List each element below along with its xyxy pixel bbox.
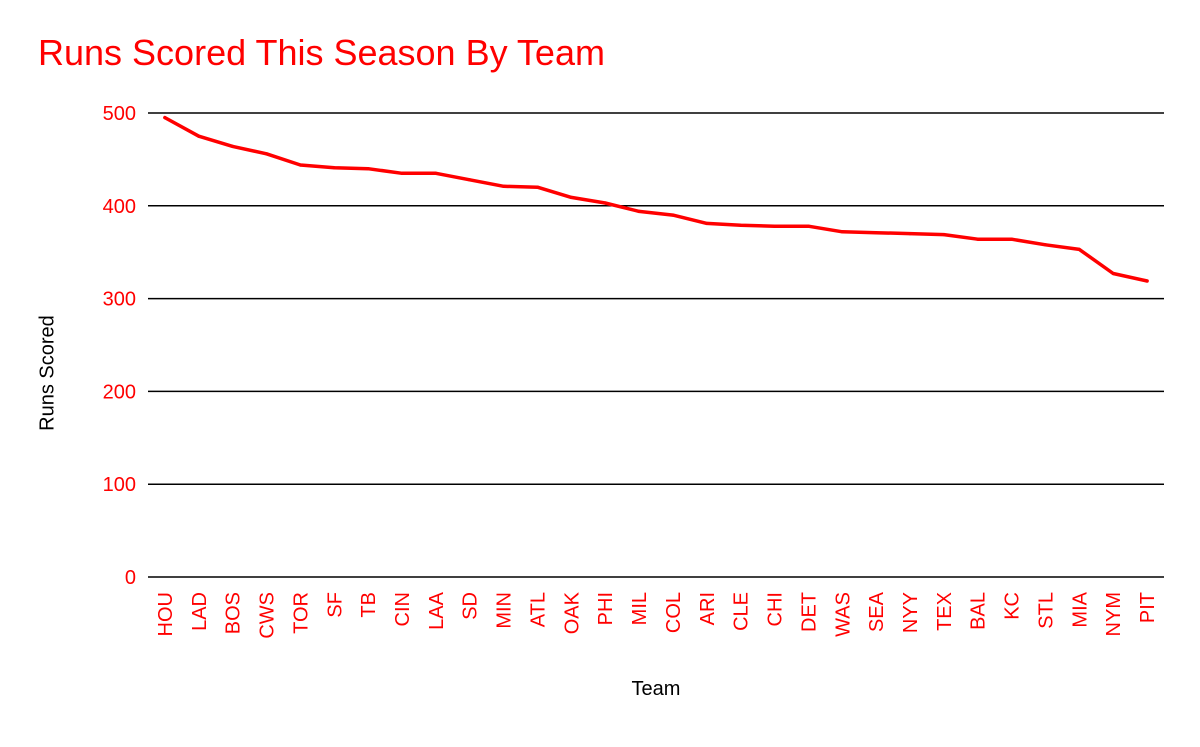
data-point-CHI: [772, 224, 777, 228]
x-tick-label: CIN: [392, 592, 414, 626]
data-point-COL: [671, 213, 675, 217]
x-tick-label: KC: [1002, 592, 1024, 620]
x-tick-label: CLE: [731, 592, 753, 631]
data-point-ATL: [535, 185, 540, 189]
x-tick-label: CHI: [765, 592, 787, 626]
x-tick-label: SF: [324, 592, 346, 618]
y-tick-label: 200: [103, 381, 136, 403]
data-point-LAD: [197, 134, 201, 138]
data-point-TOR: [298, 163, 302, 167]
chart-title: Runs Scored This Season By Team: [38, 32, 605, 73]
x-tick-label: OAK: [561, 591, 583, 634]
x-tick-label: TOR: [290, 592, 312, 634]
x-tick-label: PHI: [595, 592, 617, 625]
y-tick-label: 500: [103, 103, 136, 125]
y-axis-label: Runs Scored: [36, 315, 59, 431]
x-tick-label: NYY: [900, 592, 922, 633]
x-tick-label: SD: [460, 592, 482, 620]
y-tick-label: 300: [103, 289, 136, 311]
series-lines: [163, 115, 1149, 283]
x-tick-label: ARI: [697, 592, 719, 625]
x-tick-label: WAS: [832, 592, 854, 637]
x-tick-label: NYM: [1103, 592, 1125, 636]
x-tick-label: ATL: [527, 592, 549, 627]
data-point-MIN: [502, 184, 506, 188]
x-tick-label: BAL: [968, 592, 990, 630]
data-point-TB: [366, 167, 370, 171]
x-tick-label: MIN: [494, 592, 516, 629]
x-tick-label: TB: [358, 592, 380, 618]
data-point-STL: [1043, 243, 1048, 247]
x-tick-label: MIA: [1069, 591, 1091, 627]
x-axis-label: Team: [631, 678, 681, 700]
y-tick-label: 400: [103, 196, 136, 218]
data-point-SF: [332, 166, 336, 170]
data-point-SEA: [874, 231, 878, 235]
y-tick-label: 0: [125, 567, 136, 589]
data-point-CIN: [400, 171, 404, 175]
data-point-BOS: [231, 144, 235, 149]
data-point-NYY: [908, 232, 912, 236]
x-tick-label: SEA: [866, 591, 888, 632]
data-point-PIT: [1145, 279, 1149, 283]
data-point-KC: [1010, 237, 1014, 241]
data-point-HOU: [163, 116, 167, 120]
gridlines: [148, 112, 1164, 578]
x-tick-label: PIT: [1137, 592, 1159, 623]
data-point-SD: [468, 178, 472, 182]
data-point-TEX: [942, 232, 946, 237]
data-point-CWS: [264, 152, 269, 156]
data-point-CLE: [739, 223, 743, 227]
x-tick-labels: HOU LAD BOS CWS TOR SF TB CIN LAA SD MIN ATL OAK PHI M…: [155, 591, 1159, 638]
x-tick-label: HOU: [155, 592, 177, 636]
x-tick-label: CWS: [257, 592, 279, 639]
y-tick-labels: 0 100 200 300 400 500: [103, 103, 136, 589]
data-point-NYM: [1111, 271, 1115, 276]
x-tick-label: LAD: [189, 592, 211, 631]
x-tick-label: LAA: [426, 591, 448, 629]
data-point-LAA: [434, 171, 438, 175]
y-tick-label: 100: [103, 474, 136, 496]
series-line: [163, 115, 1149, 283]
x-tick-label: TEX: [934, 592, 956, 631]
x-tick-label: DET: [798, 592, 820, 632]
data-point-BAL: [976, 237, 980, 241]
x-tick-label: COL: [663, 592, 685, 633]
data-point-PHI: [603, 201, 607, 205]
data-point-DET: [806, 224, 811, 228]
x-tick-label: BOS: [223, 592, 245, 634]
data-point-MIA: [1077, 247, 1081, 252]
data-point-WAS: [840, 230, 844, 234]
x-tick-label: STL: [1035, 592, 1057, 629]
data-point-OAK: [569, 195, 573, 200]
data-point-ARI: [705, 221, 709, 226]
data-point-MIL: [637, 209, 641, 213]
x-tick-label: MIL: [629, 592, 651, 625]
